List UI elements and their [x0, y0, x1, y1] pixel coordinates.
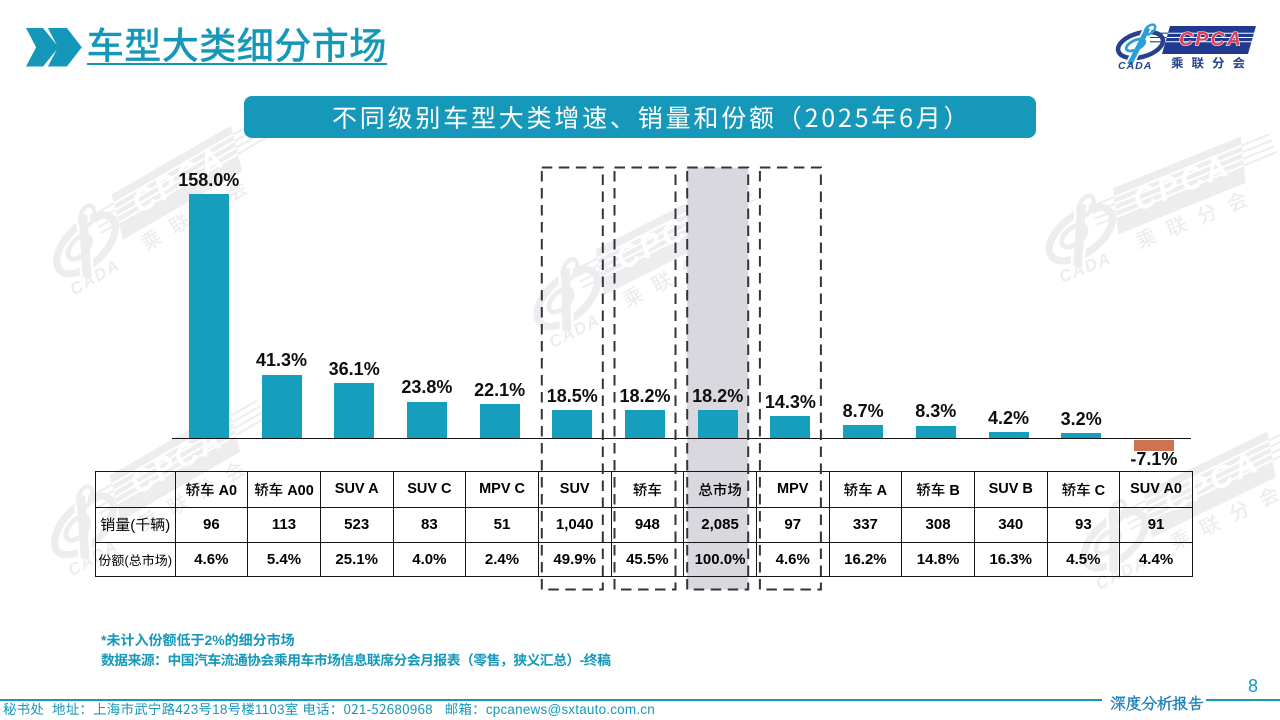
svg-text:CPCA: CPCA: [1179, 29, 1243, 51]
svg-text:CADA: CADA: [1118, 60, 1152, 72]
svg-text:乘联分会: 乘联分会: [1171, 53, 1253, 72]
